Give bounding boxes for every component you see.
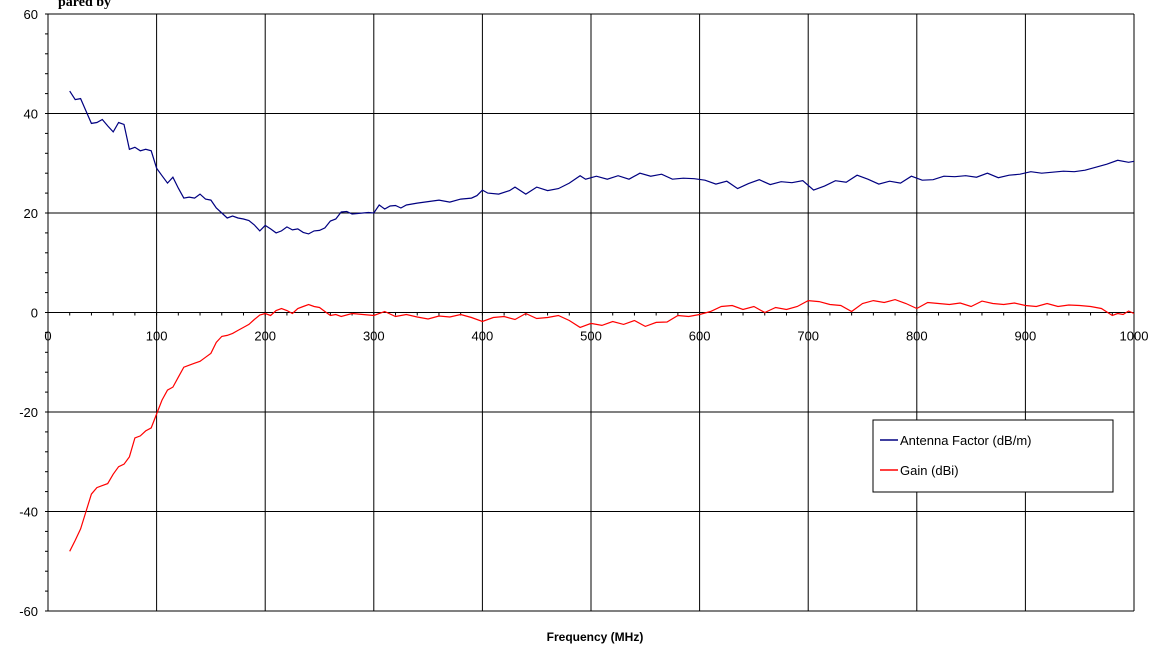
x-tick-label: 300: [363, 329, 385, 344]
legend: Antenna Factor (dB/m) Gain (dBi): [872, 419, 1114, 493]
y-tick-label: 40: [24, 107, 38, 122]
y-tick-label: 20: [24, 206, 38, 221]
series-line-antenna-factor: [69, 90, 1135, 235]
x-tick-label: 100: [146, 329, 168, 344]
y-tick-label: -60: [19, 604, 38, 619]
x-axis-label: Frequency (MHz): [547, 630, 644, 644]
x-tick-label: 500: [580, 329, 602, 344]
series-lines: [69, 90, 1135, 552]
legend-box: [872, 419, 1114, 493]
x-tick-labels: 0 100 200 300 400 500 600 700 800 900 1000: [44, 329, 1148, 344]
x-tick-label: 800: [906, 329, 928, 344]
legend-label: Gain (dBi): [900, 463, 959, 478]
x-tick-label: 900: [1015, 329, 1037, 344]
y-tick-label: -20: [19, 405, 38, 420]
chart-title-fragment: pared by: [58, 0, 111, 10]
x-tick-label: 200: [254, 329, 276, 344]
x-tick-label: 400: [472, 329, 494, 344]
y-tick-label: 60: [24, 7, 38, 22]
x-tick-label: 700: [797, 329, 819, 344]
series-line-gain: [69, 298, 1135, 552]
y-tick-label: -40: [19, 505, 38, 520]
axes: [45, 13, 1135, 612]
legend-label: Antenna Factor (dB/m): [900, 433, 1032, 448]
x-tick-label: 0: [44, 329, 51, 344]
x-tick-label: 1000: [1120, 329, 1149, 344]
y-tick-labels: -60 -40 -20 0 20 40 60: [19, 7, 38, 619]
x-tick-label: 600: [689, 329, 711, 344]
y-tick-label: 0: [31, 306, 38, 321]
